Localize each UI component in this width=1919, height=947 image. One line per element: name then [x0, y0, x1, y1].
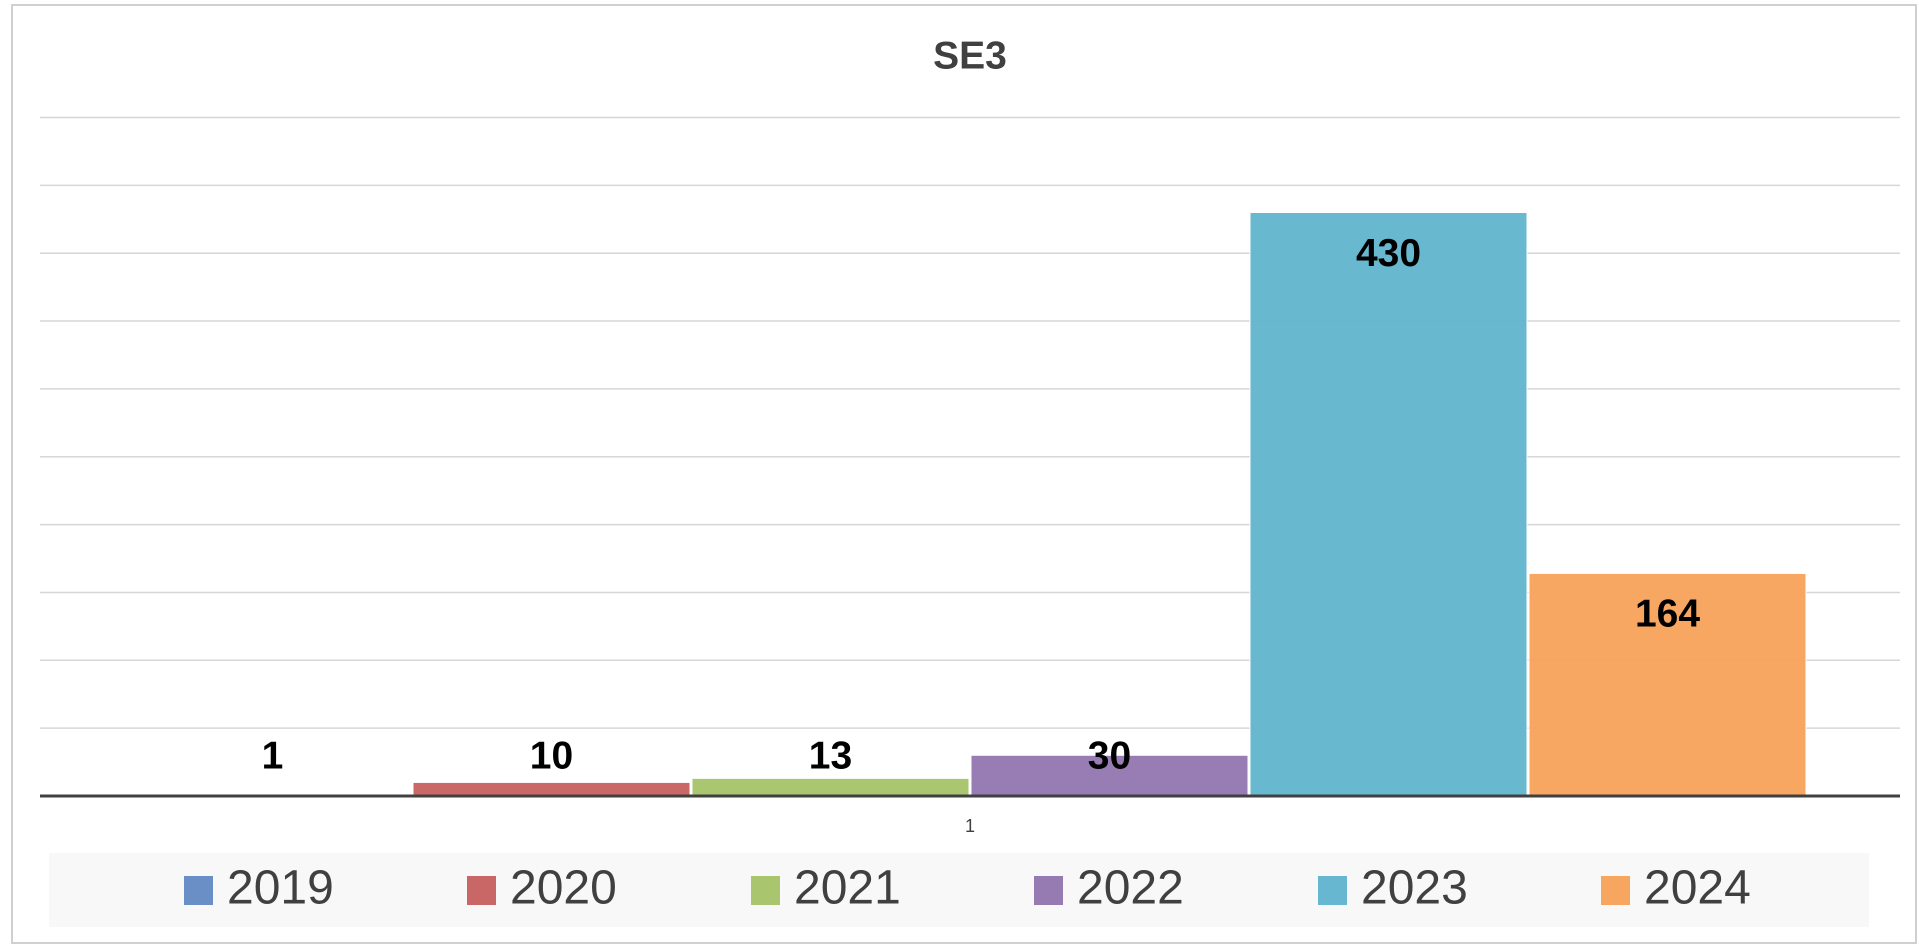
- legend-swatch: [751, 876, 780, 905]
- legend-label: 2019: [227, 862, 334, 915]
- data-label: 10: [530, 734, 573, 777]
- data-label: 30: [1088, 734, 1131, 777]
- legend-swatch: [1601, 876, 1630, 905]
- legend-swatch: [184, 876, 213, 905]
- legend-label: 2024: [1644, 862, 1751, 915]
- legend-swatch: [1318, 876, 1347, 905]
- chart-title: SE3: [933, 34, 1007, 77]
- legend-label: 2022: [1077, 862, 1184, 915]
- data-label: 1: [262, 734, 284, 777]
- bar: [1249, 211, 1528, 797]
- legend-label: 2023: [1361, 862, 1468, 915]
- legend-label: 2020: [510, 862, 617, 915]
- bar: [970, 754, 1249, 797]
- bar: [412, 781, 691, 797]
- legend-label: 2021: [794, 862, 901, 915]
- data-label: 164: [1635, 593, 1700, 636]
- legend-swatch: [1034, 876, 1063, 905]
- bar: [1528, 572, 1807, 797]
- legend-swatch: [467, 876, 496, 905]
- x-tick-label: 1: [965, 816, 975, 836]
- legend-box: [49, 853, 1869, 927]
- bar: [691, 777, 970, 797]
- chart-frame: [11, 4, 1917, 944]
- data-label: 430: [1356, 232, 1421, 275]
- data-label: 13: [809, 734, 852, 777]
